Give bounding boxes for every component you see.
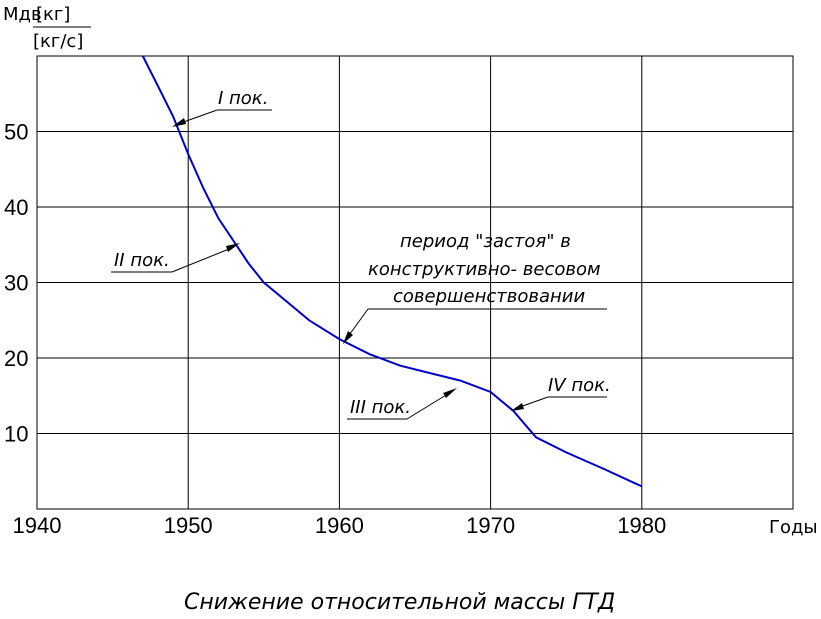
- x-tick-label-1940: 1940: [13, 513, 62, 538]
- annotation-gen-1: I пок.: [218, 88, 268, 109]
- x-tick-label-1980: 1980: [617, 513, 666, 538]
- y-tick-label-50: 50: [4, 120, 28, 145]
- series-line: [141, 55, 643, 488]
- y-tick-label-30: 30: [4, 271, 28, 296]
- annotation-gen-3: III пок.: [350, 397, 411, 418]
- y-axis-label: Mдв [кг] [кг/с]: [3, 4, 91, 52]
- x-axis-label: Годы: [769, 517, 818, 538]
- annotation-gen-2: II пок.: [114, 250, 170, 271]
- chart-title: Снижение относительной массы ГТД: [184, 590, 615, 615]
- annotation-gen-3-leader: [406, 391, 452, 420]
- grid: [37, 56, 793, 509]
- x-tick-label-1960: 1960: [315, 513, 364, 538]
- x-tick-label-1950: 1950: [164, 513, 213, 538]
- annotation-gen-2-leader: [171, 246, 235, 273]
- annotation-gen-1-arrow-icon: [172, 118, 186, 127]
- annotation-gen-4-arrow-icon: [511, 403, 524, 411]
- annotation-stagnation-line-3: совершенствовании: [393, 286, 585, 307]
- y-tick-label-40: 40: [4, 195, 28, 220]
- annotation-gen-3-arrow-icon: [443, 388, 457, 398]
- annotation-stagnation-line-2: конструктивно- весовом: [368, 259, 601, 280]
- annotation-stagnation-line-1: период "застоя" в: [400, 231, 571, 252]
- y-axis-unit-denominator: [кг/с]: [33, 31, 83, 52]
- x-tick-label-1970: 1970: [466, 513, 515, 538]
- tick-labels: 1940 1950 1960 1970 1980 10 20 30 40 50: [4, 120, 666, 539]
- y-axis-unit-numerator: [кг]: [36, 4, 70, 25]
- annotations: I пок. II пок. период "застоя" в констру…: [111, 88, 611, 420]
- y-tick-label-10: 10: [4, 422, 28, 447]
- y-axis-symbol: Mдв: [3, 4, 42, 25]
- annotation-gen-2-arrow-icon: [226, 243, 240, 252]
- annotation-gen-4: IV пок.: [548, 375, 611, 396]
- annotation-stagnation-arrow-icon: [343, 331, 353, 344]
- y-tick-label-20: 20: [4, 346, 28, 371]
